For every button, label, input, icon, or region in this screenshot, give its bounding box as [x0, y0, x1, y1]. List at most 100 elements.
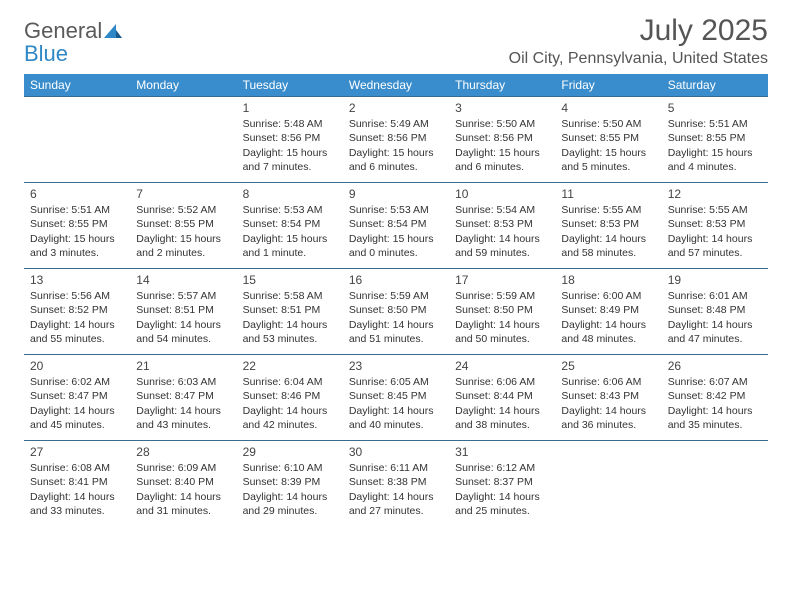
- calendar-cell: 15Sunrise: 5:58 AMSunset: 8:51 PMDayligh…: [237, 269, 343, 355]
- sunset-text: Sunset: 8:55 PM: [30, 217, 124, 231]
- calendar-page: General Blue July 2025 Oil City, Pennsyl…: [0, 0, 792, 540]
- calendar-cell: 22Sunrise: 6:04 AMSunset: 8:46 PMDayligh…: [237, 355, 343, 441]
- sunrise-text: Sunrise: 5:52 AM: [136, 203, 230, 217]
- daylight-text: Daylight: 15 hours and 6 minutes.: [349, 146, 443, 174]
- sunrise-text: Sunrise: 6:05 AM: [349, 375, 443, 389]
- daylight-text: Daylight: 14 hours and 54 minutes.: [136, 318, 230, 346]
- sunrise-text: Sunrise: 6:00 AM: [561, 289, 655, 303]
- sunset-text: Sunset: 8:50 PM: [455, 303, 549, 317]
- daylight-text: Daylight: 14 hours and 59 minutes.: [455, 232, 549, 260]
- calendar-cell: 18Sunrise: 6:00 AMSunset: 8:49 PMDayligh…: [555, 269, 661, 355]
- calendar-cell: 23Sunrise: 6:05 AMSunset: 8:45 PMDayligh…: [343, 355, 449, 441]
- calendar-row: 20Sunrise: 6:02 AMSunset: 8:47 PMDayligh…: [24, 355, 768, 441]
- day-header: Tuesday: [237, 74, 343, 97]
- daylight-text: Daylight: 14 hours and 45 minutes.: [30, 404, 124, 432]
- calendar-cell: 31Sunrise: 6:12 AMSunset: 8:37 PMDayligh…: [449, 441, 555, 526]
- daylight-text: Daylight: 14 hours and 35 minutes.: [668, 404, 762, 432]
- sunset-text: Sunset: 8:56 PM: [349, 131, 443, 145]
- sunrise-text: Sunrise: 6:03 AM: [136, 375, 230, 389]
- calendar-cell: 5Sunrise: 5:51 AMSunset: 8:55 PMDaylight…: [662, 97, 768, 183]
- calendar-table: Sunday Monday Tuesday Wednesday Thursday…: [24, 74, 768, 526]
- day-number: 23: [349, 358, 443, 374]
- daylight-text: Daylight: 14 hours and 27 minutes.: [349, 490, 443, 518]
- daylight-text: Daylight: 15 hours and 1 minute.: [243, 232, 337, 260]
- sunrise-text: Sunrise: 5:57 AM: [136, 289, 230, 303]
- sunset-text: Sunset: 8:51 PM: [243, 303, 337, 317]
- daylight-text: Daylight: 15 hours and 2 minutes.: [136, 232, 230, 260]
- sunset-text: Sunset: 8:48 PM: [668, 303, 762, 317]
- day-number: 2: [349, 100, 443, 116]
- calendar-cell: 30Sunrise: 6:11 AMSunset: 8:38 PMDayligh…: [343, 441, 449, 526]
- day-number: 10: [455, 186, 549, 202]
- daylight-text: Daylight: 14 hours and 57 minutes.: [668, 232, 762, 260]
- sunrise-text: Sunrise: 5:55 AM: [561, 203, 655, 217]
- sunset-text: Sunset: 8:37 PM: [455, 475, 549, 489]
- sunset-text: Sunset: 8:40 PM: [136, 475, 230, 489]
- day-header-row: Sunday Monday Tuesday Wednesday Thursday…: [24, 74, 768, 97]
- calendar-cell: 26Sunrise: 6:07 AMSunset: 8:42 PMDayligh…: [662, 355, 768, 441]
- sunrise-text: Sunrise: 6:01 AM: [668, 289, 762, 303]
- sunrise-text: Sunrise: 5:49 AM: [349, 117, 443, 131]
- day-number: 9: [349, 186, 443, 202]
- daylight-text: Daylight: 15 hours and 0 minutes.: [349, 232, 443, 260]
- daylight-text: Daylight: 14 hours and 33 minutes.: [30, 490, 124, 518]
- sunset-text: Sunset: 8:55 PM: [136, 217, 230, 231]
- day-number: 6: [30, 186, 124, 202]
- daylight-text: Daylight: 14 hours and 43 minutes.: [136, 404, 230, 432]
- sunset-text: Sunset: 8:44 PM: [455, 389, 549, 403]
- sunrise-text: Sunrise: 6:02 AM: [30, 375, 124, 389]
- day-number: 31: [455, 444, 549, 460]
- day-number: 24: [455, 358, 549, 374]
- sunrise-text: Sunrise: 5:59 AM: [349, 289, 443, 303]
- sunrise-text: Sunrise: 5:59 AM: [455, 289, 549, 303]
- day-number: 28: [136, 444, 230, 460]
- sunrise-text: Sunrise: 6:09 AM: [136, 461, 230, 475]
- calendar-cell: 20Sunrise: 6:02 AMSunset: 8:47 PMDayligh…: [24, 355, 130, 441]
- daylight-text: Daylight: 14 hours and 25 minutes.: [455, 490, 549, 518]
- sunset-text: Sunset: 8:53 PM: [668, 217, 762, 231]
- day-number: 25: [561, 358, 655, 374]
- calendar-row: 1Sunrise: 5:48 AMSunset: 8:56 PMDaylight…: [24, 97, 768, 183]
- sunset-text: Sunset: 8:42 PM: [668, 389, 762, 403]
- calendar-cell: 19Sunrise: 6:01 AMSunset: 8:48 PMDayligh…: [662, 269, 768, 355]
- day-number: 30: [349, 444, 443, 460]
- sunset-text: Sunset: 8:55 PM: [561, 131, 655, 145]
- day-number: 14: [136, 272, 230, 288]
- calendar-cell: 10Sunrise: 5:54 AMSunset: 8:53 PMDayligh…: [449, 183, 555, 269]
- sunrise-text: Sunrise: 6:10 AM: [243, 461, 337, 475]
- daylight-text: Daylight: 14 hours and 58 minutes.: [561, 232, 655, 260]
- daylight-text: Daylight: 14 hours and 38 minutes.: [455, 404, 549, 432]
- calendar-cell: 4Sunrise: 5:50 AMSunset: 8:55 PMDaylight…: [555, 97, 661, 183]
- sunrise-text: Sunrise: 6:12 AM: [455, 461, 549, 475]
- calendar-cell: 8Sunrise: 5:53 AMSunset: 8:54 PMDaylight…: [237, 183, 343, 269]
- calendar-cell: 2Sunrise: 5:49 AMSunset: 8:56 PMDaylight…: [343, 97, 449, 183]
- logo-word2: Blue: [24, 41, 68, 66]
- daylight-text: Daylight: 14 hours and 31 minutes.: [136, 490, 230, 518]
- calendar-row: 27Sunrise: 6:08 AMSunset: 8:41 PMDayligh…: [24, 441, 768, 526]
- calendar-cell: 24Sunrise: 6:06 AMSunset: 8:44 PMDayligh…: [449, 355, 555, 441]
- sunrise-text: Sunrise: 6:06 AM: [455, 375, 549, 389]
- calendar-cell: 9Sunrise: 5:53 AMSunset: 8:54 PMDaylight…: [343, 183, 449, 269]
- sunset-text: Sunset: 8:53 PM: [455, 217, 549, 231]
- sunset-text: Sunset: 8:38 PM: [349, 475, 443, 489]
- calendar-cell: 7Sunrise: 5:52 AMSunset: 8:55 PMDaylight…: [130, 183, 236, 269]
- daylight-text: Daylight: 14 hours and 48 minutes.: [561, 318, 655, 346]
- sunset-text: Sunset: 8:56 PM: [243, 131, 337, 145]
- day-number: 20: [30, 358, 124, 374]
- day-number: 8: [243, 186, 337, 202]
- daylight-text: Daylight: 15 hours and 4 minutes.: [668, 146, 762, 174]
- header-row: General Blue July 2025 Oil City, Pennsyl…: [24, 14, 768, 68]
- day-number: 26: [668, 358, 762, 374]
- logo-word1: General: [24, 18, 102, 43]
- calendar-row: 13Sunrise: 5:56 AMSunset: 8:52 PMDayligh…: [24, 269, 768, 355]
- location-text: Oil City, Pennsylvania, United States: [509, 50, 768, 68]
- sunrise-text: Sunrise: 5:58 AM: [243, 289, 337, 303]
- calendar-cell: [130, 97, 236, 183]
- day-header: Thursday: [449, 74, 555, 97]
- day-header: Saturday: [662, 74, 768, 97]
- calendar-cell: 21Sunrise: 6:03 AMSunset: 8:47 PMDayligh…: [130, 355, 236, 441]
- day-number: 19: [668, 272, 762, 288]
- sunset-text: Sunset: 8:55 PM: [668, 131, 762, 145]
- day-number: 15: [243, 272, 337, 288]
- sunset-text: Sunset: 8:53 PM: [561, 217, 655, 231]
